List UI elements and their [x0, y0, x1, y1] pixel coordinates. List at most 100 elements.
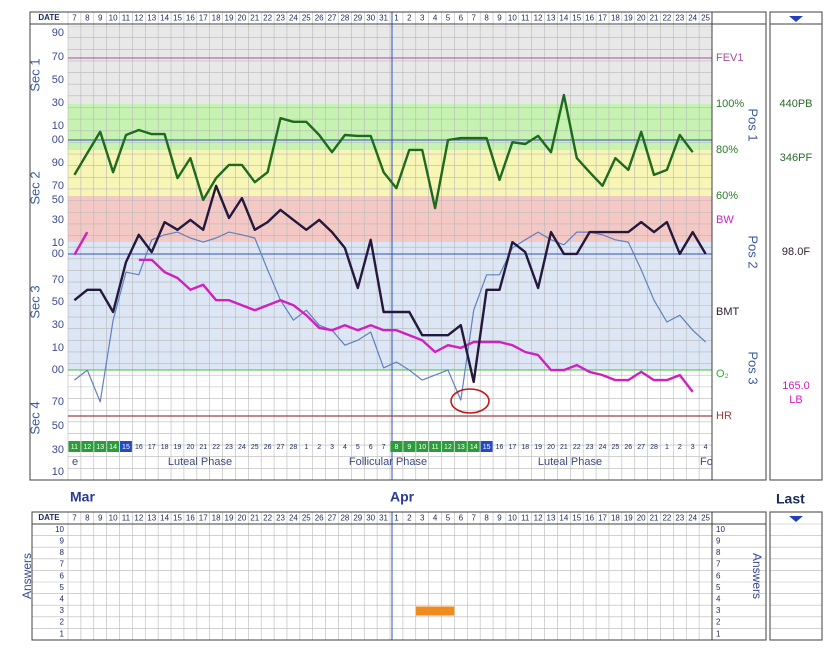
axis-label: 50: [52, 296, 64, 308]
reference-label: HR: [716, 410, 732, 422]
cycle-day-box: [442, 441, 454, 452]
cycle-day: 4: [343, 444, 347, 451]
date: 9: [98, 14, 103, 23]
date: 14: [160, 14, 169, 23]
date: 25: [701, 514, 710, 523]
date: 8: [484, 514, 489, 523]
date: 19: [624, 514, 633, 523]
reference-label: FEV1: [716, 52, 744, 64]
date: 17: [598, 14, 607, 23]
date: 25: [701, 14, 710, 23]
axis-label: 50: [52, 420, 64, 432]
reference-label: O₂: [716, 368, 729, 380]
cycle-day-box: [94, 441, 107, 452]
answer-row-label: 6: [716, 571, 721, 580]
cycle-day: 28: [650, 444, 658, 451]
date: 30: [366, 514, 375, 523]
month-label: Mar: [70, 489, 95, 505]
phase-label: Luteal Phase: [538, 456, 602, 468]
panel-value: 346PF: [780, 152, 813, 164]
reference-lines: [68, 12, 712, 640]
cycle-day: 24: [599, 444, 607, 451]
cycle-day: 2: [678, 444, 682, 451]
date: 29: [353, 514, 362, 523]
axis-label: 50: [52, 194, 64, 206]
cycle-day: 13: [96, 444, 104, 451]
date: 14: [559, 514, 568, 523]
cycle-day-box: [390, 441, 403, 452]
cycle-day-box: [107, 441, 120, 452]
cycle-day: 3: [330, 444, 334, 451]
date: 15: [173, 514, 182, 523]
answer-row-label: 5: [716, 583, 721, 592]
answer-row-label: 7: [716, 560, 721, 569]
date: 10: [109, 14, 118, 23]
date: 17: [199, 14, 208, 23]
axis-label: 10: [52, 237, 64, 249]
date: 11: [122, 14, 131, 23]
cycle-day-box: [467, 441, 480, 452]
date: 2: [407, 514, 412, 523]
date: 18: [611, 14, 620, 23]
reference-label: BW: [716, 214, 734, 226]
date: 23: [276, 514, 285, 523]
answer-row-label: 10: [55, 525, 64, 534]
answer-row-label: 3: [716, 606, 721, 615]
date: 16: [585, 514, 594, 523]
cycle-day: 24: [238, 444, 246, 451]
axis-label: 30: [52, 214, 64, 226]
date: 16: [186, 514, 195, 523]
cycle-day: 14: [470, 444, 478, 451]
date: 31: [379, 14, 388, 23]
date: 13: [547, 14, 556, 23]
answer-row-label: 9: [60, 537, 65, 546]
date: 10: [508, 14, 517, 23]
date: 15: [173, 14, 182, 23]
lines: [73, 93, 707, 616]
date: 25: [302, 14, 311, 23]
cycle-day: 18: [521, 444, 529, 451]
date: 16: [585, 14, 594, 23]
cycle-day: 18: [161, 444, 169, 451]
date: 29: [353, 14, 362, 23]
panel-value: 440PB: [779, 98, 812, 110]
date: 8: [484, 14, 489, 23]
cycle-day-box: [480, 441, 493, 452]
cycle-day: 22: [573, 444, 581, 451]
date: 18: [611, 514, 620, 523]
cycle-day: 25: [251, 444, 259, 451]
phase-label: Follicular Phase: [349, 456, 427, 468]
panel-value: 165.0: [782, 380, 810, 392]
section-label: Sec 1: [27, 58, 42, 91]
cycle-day: 11: [431, 444, 438, 451]
date: 9: [497, 14, 502, 23]
answer-row-label: 2: [60, 618, 65, 627]
section-label: Sec 2: [27, 171, 42, 204]
date: 10: [109, 514, 118, 523]
date: 13: [147, 514, 156, 523]
cycle-day: 12: [83, 444, 91, 451]
reference-label: 80%: [716, 144, 738, 156]
axis-label: 90: [52, 27, 64, 39]
cycle-day-box: [416, 441, 429, 452]
date: 1: [394, 14, 399, 23]
axis-label: 30: [52, 444, 64, 456]
date: 23: [675, 14, 684, 23]
last-dropdown[interactable]: [789, 516, 803, 522]
panel-dropdown[interactable]: [789, 16, 803, 22]
date: 23: [675, 514, 684, 523]
axis-label: 10: [52, 466, 64, 478]
date: 12: [134, 14, 143, 23]
series-line: [74, 231, 707, 403]
position-label: Pos 3: [746, 351, 761, 384]
date: 3: [420, 14, 425, 23]
date-label: DATE: [38, 513, 60, 522]
cycle-day: 11: [71, 444, 78, 451]
cycle-day: 26: [264, 444, 272, 451]
date: 26: [315, 14, 324, 23]
labels: 7788991010111112121313141415151616171718…: [27, 14, 812, 639]
cycle-day: 8: [394, 444, 398, 451]
date: 13: [547, 514, 556, 523]
last-panel: [769, 511, 823, 641]
